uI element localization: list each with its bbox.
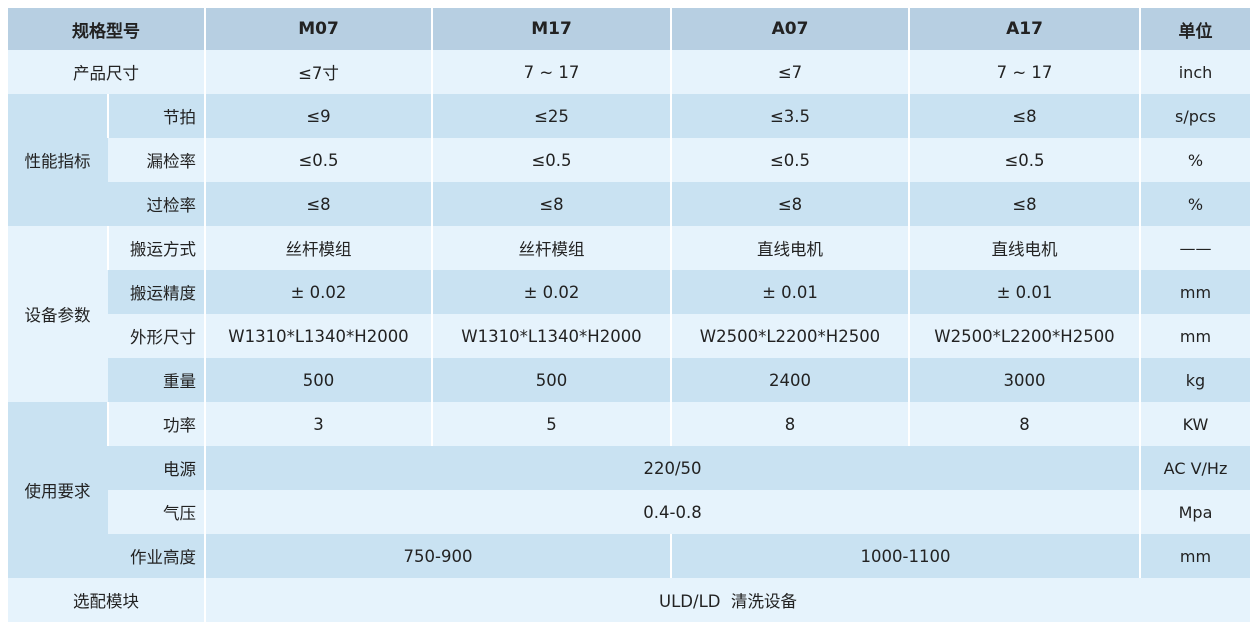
unit-cell: Mpa <box>1139 490 1250 534</box>
header-unit: 单位 <box>1139 8 1250 50</box>
cell: ≤8 <box>670 182 909 226</box>
table-row: 漏检率 ≤0.5 ≤0.5 ≤0.5 ≤0.5 % <box>8 138 1250 182</box>
group-label: 设备参数 <box>8 226 108 402</box>
table-row: 使用要求 功率 3 5 8 8 KW <box>8 402 1250 578</box>
row-label: 气压 <box>163 504 196 523</box>
cell: ≤0.5 <box>670 138 909 182</box>
row-label: 产品尺寸 <box>73 64 139 83</box>
table-row: 产品尺寸 ≤7寸 7 ~ 17 ≤7 7 ~ 17 inch <box>8 50 1250 94</box>
cell: 500 <box>204 358 432 402</box>
cell: 0.4-0.8 <box>204 490 1140 534</box>
cell: ≤9 <box>204 94 432 138</box>
cell: ≤8 <box>908 182 1140 226</box>
cell: ≤3.5 <box>670 94 909 138</box>
row-label: 节拍 <box>107 94 205 138</box>
row-label: 作业高度 <box>130 548 196 567</box>
cell: 7 ~ 17 <box>431 50 671 94</box>
cell: 直线电机 <box>670 226 909 270</box>
cell: 直线电机 <box>908 226 1140 270</box>
unit-cell: AC V/Hz <box>1139 446 1250 490</box>
cell: ≤8 <box>204 182 432 226</box>
table-row: 重量 500 500 2400 3000 kg <box>8 358 1250 402</box>
cell: ± 0.01 <box>670 270 909 314</box>
unit-cell: mm <box>1139 270 1250 314</box>
unit-cell: mm <box>1139 314 1250 358</box>
header-model-m17: M17 <box>431 8 671 50</box>
header-row: 规格型号 M07 M17 A07 A17 单位 <box>8 8 1250 50</box>
cell: ≤25 <box>431 94 671 138</box>
cell: ≤7 <box>670 50 909 94</box>
row-label: 功率 <box>107 402 205 446</box>
cell: ≤0.5 <box>431 138 671 182</box>
cell: 5 <box>431 402 671 446</box>
cell: 8 <box>670 402 909 446</box>
row-label: 搬运精度 <box>130 284 196 303</box>
cell: 丝杆模组 <box>431 226 671 270</box>
table-row: 外形尺寸 W1310*L1340*H2000 W1310*L1340*H2000… <box>8 314 1250 358</box>
cell: ≤0.5 <box>204 138 432 182</box>
table-row: 过检率 ≤8 ≤8 ≤8 ≤8 % <box>8 182 1250 226</box>
cell: ± 0.02 <box>204 270 432 314</box>
unit-cell: inch <box>1139 50 1250 94</box>
group-label: 性能指标 <box>8 94 108 226</box>
unit-cell: % <box>1139 138 1250 182</box>
unit-cell: —— <box>1139 226 1250 270</box>
unit-cell: % <box>1139 182 1250 226</box>
cell: ± 0.01 <box>908 270 1140 314</box>
cell: ≤0.5 <box>908 138 1140 182</box>
table-row: 选配模块 ULD/LD 清洗设备 <box>8 578 1250 622</box>
table-row: 性能指标 节拍 ≤9 ≤25 ≤3.5 ≤8 s/pcs <box>8 94 1250 226</box>
cell: 8 <box>908 402 1140 446</box>
header-model-a17: A17 <box>908 8 1140 50</box>
cell: 3000 <box>908 358 1140 402</box>
cell: W2500*L2200*H2500 <box>908 314 1140 358</box>
header-model-m07: M07 <box>204 8 432 50</box>
header-spec-model: 规格型号 <box>8 8 205 50</box>
table-row: 电源 220/50 AC V/Hz <box>8 446 1250 490</box>
row-label: 重量 <box>163 372 196 391</box>
group-label: 使用要求 <box>8 402 108 578</box>
cell: 750-900 <box>204 534 671 578</box>
cell: ≤7寸 <box>204 50 432 94</box>
cell: 丝杆模组 <box>204 226 432 270</box>
cell: W1310*L1340*H2000 <box>431 314 671 358</box>
table-row: 设备参数 搬运方式 丝杆模组 丝杆模组 直线电机 直线电机 —— <box>8 226 1250 402</box>
table-row: 作业高度 750-900 1000-1100 mm <box>8 534 1250 578</box>
row-label: 过检率 <box>146 196 197 215</box>
cell: 500 <box>431 358 671 402</box>
cell: 220/50 <box>204 446 1140 490</box>
cell: 3 <box>204 402 432 446</box>
cell: 2400 <box>670 358 909 402</box>
cell: ± 0.02 <box>431 270 671 314</box>
cell: 1000-1100 <box>670 534 1140 578</box>
row-label: 选配模块 <box>73 592 139 611</box>
header-model-a07: A07 <box>670 8 909 50</box>
row-label: 漏检率 <box>146 152 197 171</box>
unit-cell: s/pcs <box>1139 94 1250 138</box>
cell: W2500*L2200*H2500 <box>670 314 909 358</box>
unit-cell: mm <box>1139 534 1250 578</box>
cell: W1310*L1340*H2000 <box>204 314 432 358</box>
table-row: 气压 0.4-0.8 Mpa <box>8 490 1250 534</box>
row-label: 搬运方式 <box>107 226 205 270</box>
cell: ULD/LD 清洗设备 <box>204 578 1250 622</box>
unit-cell: kg <box>1139 358 1250 402</box>
cell: ≤8 <box>908 94 1140 138</box>
unit-cell: KW <box>1139 402 1250 446</box>
row-label: 外形尺寸 <box>130 328 196 347</box>
table-row: 搬运精度 ± 0.02 ± 0.02 ± 0.01 ± 0.01 mm <box>8 270 1250 314</box>
cell: 7 ~ 17 <box>908 50 1140 94</box>
row-label: 电源 <box>163 460 196 479</box>
spec-table: 规格型号 M07 M17 A07 A17 单位 产品尺寸 ≤7寸 7 ~ 17 … <box>8 8 1250 622</box>
cell: ≤8 <box>431 182 671 226</box>
